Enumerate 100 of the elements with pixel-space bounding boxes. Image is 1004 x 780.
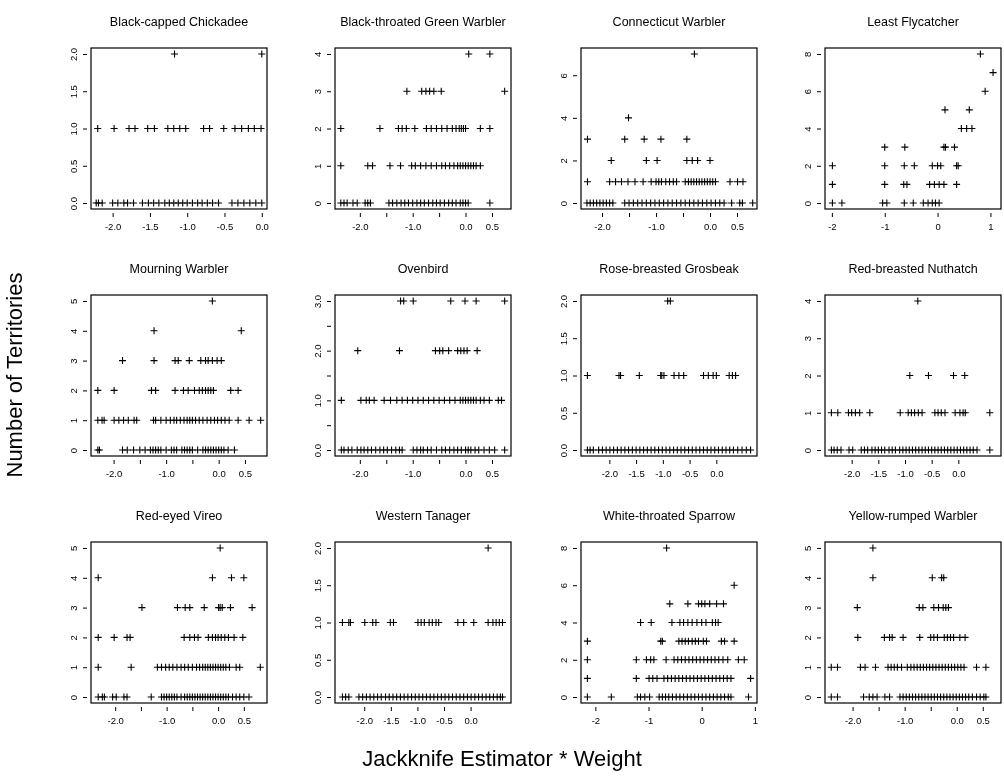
x-tick-label: 1 bbox=[752, 715, 759, 727]
y-tick-label: 4 bbox=[802, 126, 813, 132]
point bbox=[188, 198, 197, 208]
x-tick-label: -2.0 bbox=[601, 468, 619, 480]
x-tick-label: -1.0 bbox=[897, 468, 914, 480]
x-tick-label: 0 bbox=[699, 715, 705, 727]
point bbox=[193, 198, 202, 208]
y-tick-label: 1 bbox=[802, 665, 813, 671]
x-tick-label: 0.5 bbox=[238, 468, 253, 480]
x-tick-label: 0.5 bbox=[237, 715, 251, 727]
point bbox=[900, 143, 909, 152]
y-tick-label: 1 bbox=[312, 163, 323, 169]
y-tick-label: 8 bbox=[802, 51, 813, 58]
point bbox=[880, 143, 889, 152]
x-tick-label: -2.0 bbox=[107, 715, 124, 727]
y-tick-label: 4 bbox=[802, 298, 813, 305]
y-tick-label: 1.0 bbox=[558, 369, 569, 383]
x-tick-label: -2 bbox=[828, 221, 837, 233]
point bbox=[256, 124, 266, 133]
y-tick-label: 0.0 bbox=[312, 690, 323, 705]
y-tick-label: 0 bbox=[558, 200, 569, 207]
point bbox=[144, 198, 153, 208]
y-tick-label: 1 bbox=[802, 410, 813, 416]
x-tick-label: -0.5 bbox=[923, 468, 941, 480]
point bbox=[257, 198, 266, 208]
y-tick-label: 2 bbox=[68, 388, 79, 394]
y-tick-label: 1.0 bbox=[68, 122, 79, 136]
chart-title: Red-eyed Vireo bbox=[135, 509, 223, 523]
point bbox=[129, 198, 138, 208]
y-tick-label: 3 bbox=[312, 89, 323, 95]
x-tick-label: 0.0 bbox=[952, 468, 966, 480]
x-axis-title: Jackknife Estimator * Weight bbox=[362, 746, 642, 771]
x-tick-label: -1.0 bbox=[648, 221, 665, 233]
x-tick-label: -1.0 bbox=[896, 715, 914, 727]
point bbox=[965, 105, 974, 114]
y-tick-label: 0.0 bbox=[558, 443, 569, 458]
chart-title: Red-breasted Nuthatch bbox=[848, 262, 978, 276]
x-tick-label: 0.0 bbox=[950, 715, 964, 727]
y-tick-label: 2.0 bbox=[312, 344, 323, 358]
point bbox=[108, 198, 117, 208]
point bbox=[935, 198, 944, 208]
x-tick-label: -0.5 bbox=[216, 221, 234, 233]
x-tick-label: 0.0 bbox=[459, 468, 473, 480]
y-tick-label: 5 bbox=[68, 298, 79, 305]
point bbox=[203, 198, 212, 208]
point bbox=[909, 198, 918, 208]
y-tick-label: 6 bbox=[558, 583, 569, 589]
point bbox=[919, 198, 928, 208]
x-tick-label: -2.0 bbox=[352, 221, 369, 233]
x-tick-label: -1.0 bbox=[158, 715, 176, 727]
x-tick-label: -1.0 bbox=[409, 715, 427, 727]
point bbox=[257, 49, 266, 59]
x-tick-label: -1.0 bbox=[158, 468, 175, 480]
x-tick-label: 0.5 bbox=[485, 468, 500, 480]
chart-title: Black-throated Green Warbler bbox=[340, 15, 506, 29]
y-tick-label: 6 bbox=[802, 89, 813, 95]
point bbox=[149, 198, 158, 208]
chart-title: Rose-breasted Grosbeak bbox=[599, 262, 740, 276]
point bbox=[170, 49, 179, 59]
point bbox=[230, 124, 239, 133]
point bbox=[981, 87, 990, 96]
point bbox=[940, 105, 950, 114]
y-tick-label: 2 bbox=[802, 163, 813, 169]
y-tick-label: 5 bbox=[68, 545, 79, 552]
point bbox=[837, 198, 846, 208]
point bbox=[245, 198, 254, 208]
chart-title: Western Tanager bbox=[375, 509, 471, 523]
x-tick-label: -2.0 bbox=[104, 221, 122, 233]
y-tick-label: 2.0 bbox=[312, 541, 323, 556]
y-tick-label: 1.5 bbox=[312, 579, 323, 593]
y-tick-label: 0.0 bbox=[68, 196, 79, 211]
point bbox=[828, 198, 837, 208]
point bbox=[239, 198, 248, 208]
y-tick-label: 1 bbox=[68, 665, 79, 671]
y-tick-label: 0 bbox=[802, 694, 813, 701]
x-tick-label: 0.5 bbox=[976, 715, 990, 727]
y-tick-label: 2 bbox=[558, 657, 569, 663]
point bbox=[169, 198, 178, 208]
x-tick-label: -1 bbox=[644, 715, 654, 727]
point bbox=[98, 198, 107, 208]
y-tick-label: 4 bbox=[558, 620, 569, 626]
y-tick-label: 2 bbox=[802, 635, 813, 641]
y-tick-label: 0.5 bbox=[68, 159, 79, 173]
point bbox=[227, 198, 236, 208]
x-tick-label: -1.5 bbox=[628, 468, 645, 480]
y-tick-label: 4 bbox=[312, 51, 323, 58]
x-tick-label: 1 bbox=[988, 221, 994, 233]
point bbox=[198, 198, 207, 208]
y-tick-label: 4 bbox=[68, 575, 79, 581]
point bbox=[900, 198, 909, 208]
x-tick-label: -2.0 bbox=[843, 468, 861, 480]
y-tick-label: 0 bbox=[802, 200, 813, 207]
y-tick-label: 1.0 bbox=[312, 394, 323, 408]
y-tick-label: 3.0 bbox=[312, 294, 323, 309]
chart-title: Mourning Warbler bbox=[129, 262, 229, 276]
y-tick-label: 3 bbox=[802, 336, 813, 342]
y-tick-label: 8 bbox=[558, 545, 569, 552]
point bbox=[939, 180, 948, 189]
y-tick-label: 2 bbox=[68, 635, 79, 641]
y-tick-label: 1.5 bbox=[68, 85, 79, 99]
